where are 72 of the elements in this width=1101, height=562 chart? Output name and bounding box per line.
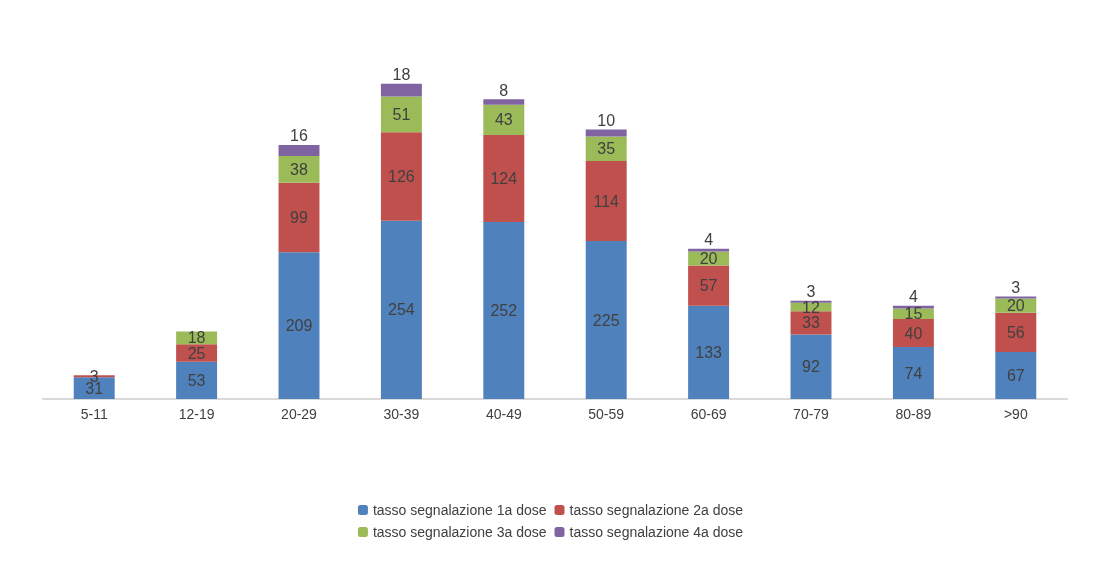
bar bbox=[688, 248, 730, 252]
x-tick-label: 20-29 bbox=[281, 406, 318, 422]
data-label: 4 bbox=[704, 231, 714, 249]
data-label: 33 bbox=[802, 314, 820, 332]
x-tick-label: 80-89 bbox=[895, 406, 932, 422]
x-tick-label: 50-59 bbox=[588, 406, 625, 422]
bar bbox=[380, 83, 422, 97]
bar bbox=[483, 222, 525, 399]
bar bbox=[585, 241, 627, 399]
bar bbox=[483, 104, 525, 136]
x-tick-label: 70-79 bbox=[793, 406, 830, 422]
data-label: 126 bbox=[388, 167, 415, 185]
x-tick-label: >90 bbox=[1003, 406, 1028, 422]
data-label: 124 bbox=[490, 170, 518, 188]
data-label: 225 bbox=[592, 311, 620, 329]
bar bbox=[278, 144, 320, 157]
data-label: 74 bbox=[904, 364, 923, 382]
x-tick-label: 5-11 bbox=[80, 406, 108, 422]
data-label: 67 bbox=[1006, 366, 1025, 384]
data-label: 10 bbox=[597, 111, 616, 129]
bar bbox=[585, 161, 627, 242]
data-label: 20 bbox=[1006, 297, 1025, 315]
data-label: 99 bbox=[290, 209, 308, 227]
bar bbox=[995, 351, 1037, 399]
data-label: 38 bbox=[290, 160, 308, 178]
bar bbox=[176, 361, 218, 399]
legend-label: tasso segnalazione 3a dose bbox=[372, 524, 547, 540]
bar bbox=[483, 135, 525, 223]
x-tick-label: 60-69 bbox=[690, 406, 727, 422]
legend-label: tasso segnalazione 1a dose bbox=[372, 502, 547, 518]
data-label: 3 bbox=[806, 283, 816, 301]
data-label: 12 bbox=[802, 298, 820, 316]
data-label: 8 bbox=[499, 81, 509, 99]
bar bbox=[585, 129, 627, 137]
bar bbox=[380, 220, 422, 399]
data-label: 40 bbox=[904, 324, 923, 342]
data-label: 18 bbox=[392, 66, 411, 84]
x-tick-label: 12-19 bbox=[178, 406, 215, 422]
bar bbox=[790, 334, 832, 399]
data-label: 252 bbox=[490, 302, 518, 320]
data-label: 15 bbox=[904, 305, 923, 323]
data-label: 20 bbox=[699, 250, 718, 268]
data-label: 92 bbox=[802, 358, 820, 376]
bar bbox=[892, 347, 934, 399]
x-tick-label: 30-39 bbox=[383, 406, 420, 422]
data-label: 254 bbox=[388, 301, 415, 319]
bar bbox=[380, 96, 422, 133]
data-label: 209 bbox=[285, 317, 313, 335]
data-label: 43 bbox=[494, 111, 513, 129]
data-label: 133 bbox=[695, 343, 723, 361]
data-label: 18 bbox=[187, 329, 206, 347]
data-label: 16 bbox=[290, 127, 308, 145]
data-label: 35 bbox=[597, 140, 616, 158]
data-label: 114 bbox=[593, 192, 620, 210]
data-label: 56 bbox=[1006, 323, 1025, 341]
bar bbox=[278, 182, 320, 253]
x-tick-label: 40-49 bbox=[485, 406, 522, 422]
bar bbox=[380, 132, 422, 221]
data-label: 4 bbox=[908, 288, 918, 306]
data-label: 53 bbox=[187, 371, 206, 389]
bar bbox=[688, 305, 730, 399]
data-label: 51 bbox=[392, 105, 411, 123]
bar bbox=[278, 252, 320, 399]
data-label: 57 bbox=[699, 277, 718, 295]
data-label: 3 bbox=[1011, 279, 1021, 297]
legend-label: tasso segnalazione 2a dose bbox=[569, 502, 744, 518]
bar bbox=[995, 296, 1037, 299]
bar bbox=[483, 99, 525, 105]
data-label: 25 bbox=[187, 344, 206, 362]
legend-label: tasso segnalazione 4a dose bbox=[569, 524, 744, 540]
bar bbox=[995, 312, 1037, 352]
bar bbox=[688, 265, 730, 306]
